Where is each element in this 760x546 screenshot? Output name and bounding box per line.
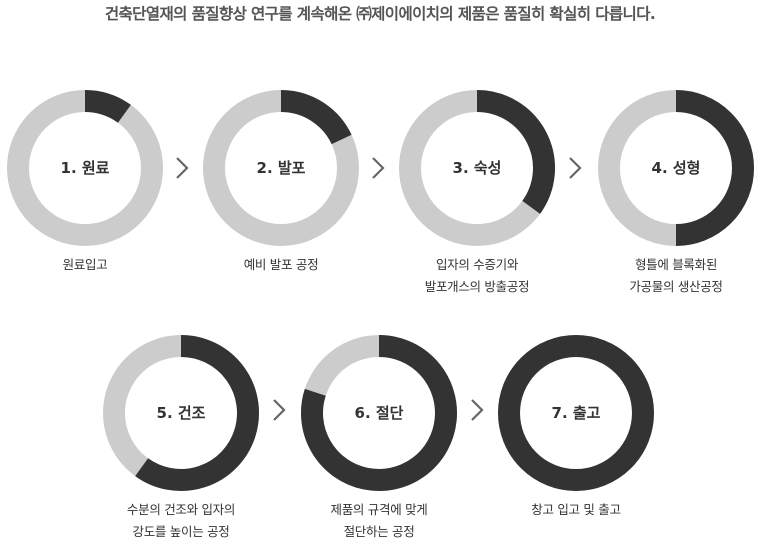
progress-ring: 5. 건조 — [103, 335, 259, 491]
step-title: 1. 원료 — [61, 159, 110, 177]
ring-progress — [498, 335, 654, 491]
headline: 건축단열재의 품질향상 연구를 계속해온 ㈜제이에이치의 제품은 품질히 확실히… — [104, 5, 656, 23]
chevron-right-icon — [273, 399, 286, 421]
step-title: 6. 절단 — [355, 404, 404, 422]
step-caption: 원료입고 — [0, 254, 180, 276]
progress-ring: 2. 발포 — [203, 90, 359, 246]
chevron-right-icon — [471, 399, 484, 421]
step-title: 4. 성형 — [652, 159, 701, 177]
step-caption: 예비 발포 공정 — [186, 254, 376, 276]
ring-progress — [135, 335, 259, 491]
ring-progress — [675, 90, 754, 246]
ring-progress — [476, 90, 555, 214]
progress-ring: 3. 숙성 — [399, 90, 555, 246]
caption-line: 절단하는 공정 — [343, 524, 415, 539]
progress-ring: 4. 성형 — [598, 90, 754, 246]
caption-line: 입자의 수증기와 — [435, 257, 519, 272]
step-title: 2. 발포 — [257, 159, 306, 177]
step-title: 5. 건조 — [157, 404, 206, 422]
chevron-right-icon — [372, 157, 385, 179]
progress-ring: 1. 원료 — [7, 90, 163, 246]
caption-line: 수분의 건조와 입자의 — [126, 502, 236, 517]
step-title: 7. 출고 — [552, 404, 601, 422]
caption-line: 강도를 높이는 공정 — [132, 524, 230, 539]
caption-line: 형틀에 블록화된 — [634, 257, 718, 272]
chevron-right-icon — [569, 157, 582, 179]
caption-line: 창고 입고 및 출고 — [531, 502, 621, 517]
progress-ring: 6. 절단 — [301, 335, 457, 491]
ring-progress — [301, 335, 457, 491]
step-title: 3. 숙성 — [453, 159, 502, 177]
progress-ring: 7. 출고 — [498, 335, 654, 491]
caption-line: 예비 발포 공정 — [243, 257, 319, 272]
caption-line: 발포개스의 방출공정 — [424, 279, 530, 294]
chevron-right-icon — [176, 157, 189, 179]
step-caption: 창고 입고 및 출고 — [481, 499, 671, 521]
caption-line: 제품의 규격에 맞게 — [330, 502, 428, 517]
caption-line: 원료입고 — [62, 257, 108, 272]
caption-line: 가공물의 생산공정 — [629, 279, 723, 294]
ring-progress — [84, 90, 131, 123]
ring-progress — [280, 90, 352, 145]
